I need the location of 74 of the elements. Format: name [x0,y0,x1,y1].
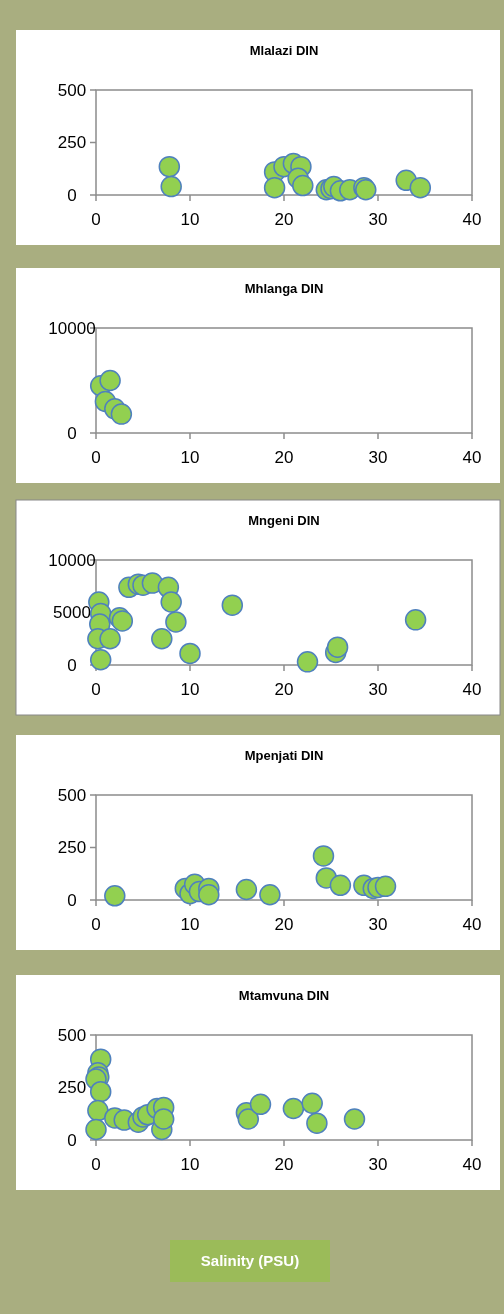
y-tick-label: 0 [67,890,77,910]
x-tick-label: 10 [180,680,200,699]
point [235,878,258,901]
x-tick-label: 40 [462,1155,482,1174]
point [87,1099,109,1122]
point [85,1118,107,1141]
point [110,403,133,425]
point [292,174,314,197]
y-tick-label: 10000 [48,550,96,570]
chart-title: Mngeni DIN [248,513,320,528]
point [312,845,335,867]
point [89,1080,112,1103]
x-tick-label: 20 [274,210,294,229]
x-tick-label: 40 [462,448,482,467]
point [343,1108,366,1130]
point [179,642,201,665]
x-tick-label: 20 [274,915,294,934]
y-tick-label: 500 [57,1025,87,1045]
point [259,884,281,906]
x-tick-label: 30 [368,1155,388,1174]
point [306,1112,328,1134]
x-tick-label: 10 [180,448,200,467]
point [326,636,349,658]
y-tick-label: 250 [57,133,87,153]
point [296,651,319,673]
chart-title: Mtamvuna DIN [238,988,330,1003]
x-tick-label: 40 [462,680,482,699]
point [409,176,432,199]
y-tick-label: 0 [67,185,77,205]
x-tick-label: 20 [274,448,294,467]
y-tick-label: 500 [57,785,87,805]
y-tick-label: 0 [67,423,77,443]
point [329,874,352,897]
x-tick-label: 30 [368,210,388,229]
point [160,175,182,198]
chart-title: Mlalazi DIN [249,43,319,58]
x-tick-label: 10 [180,210,200,229]
x-axis-title: Salinity (PSU) [200,1252,300,1269]
x-tick-label: 40 [462,210,482,229]
point [404,609,427,631]
y-tick-label: 5000 [53,603,91,623]
point [104,885,126,907]
x-tick-label: 30 [368,448,388,467]
chart-title: Mhlanga DIN [244,281,324,296]
point [89,649,112,671]
y-tick-label: 250 [57,838,87,858]
x-tick-label: 30 [368,915,388,934]
point [198,884,220,906]
point [263,176,286,199]
point [99,369,121,392]
y-tick-label: 250 [57,1078,87,1098]
point [221,594,244,616]
x-tick-label: 10 [180,915,200,934]
y-tick-label: 500 [57,80,87,100]
point [237,1108,260,1130]
point [165,611,187,633]
point [282,1097,305,1120]
y-tick-label: 0 [67,655,77,675]
x-tick-label: 40 [462,915,482,934]
point [99,628,121,650]
point [151,628,173,650]
x-tick-label: 10 [180,1155,200,1174]
point [160,591,182,613]
point [374,875,397,898]
y-tick-label: 10000 [48,318,96,338]
y-tick-label: 0 [67,1130,77,1150]
point [152,1108,175,1130]
x-tick-label: 20 [274,680,294,699]
chart-title: Mpenjati DIN [244,748,324,763]
x-tick-label: 20 [274,1155,294,1174]
point [158,155,181,178]
point [249,1093,272,1116]
x-tick-label: 30 [368,680,388,699]
point [301,1092,323,1114]
